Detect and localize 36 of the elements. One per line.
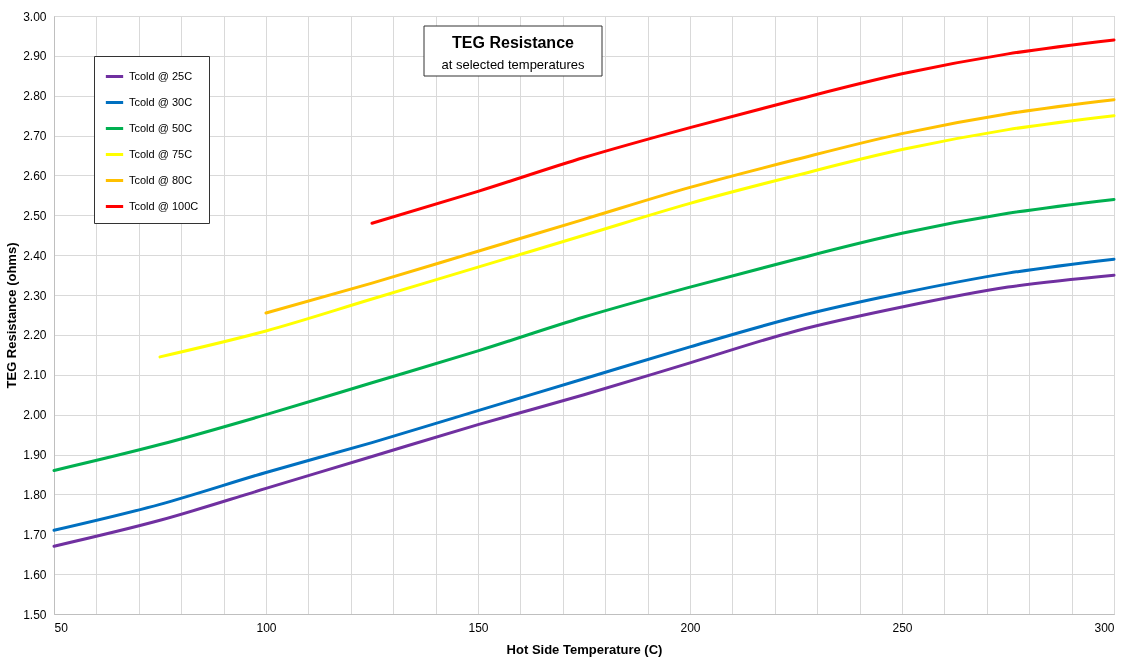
y-tick-label: 1.90 — [23, 448, 47, 463]
y-tick-label: 2.00 — [23, 408, 47, 423]
x-tick-label: 150 — [468, 620, 489, 635]
y-tick-label: 2.10 — [23, 368, 47, 383]
legend-label: Tcold @ 50C — [129, 121, 193, 134]
y-tick-label: 3.00 — [23, 9, 47, 24]
x-tick-label: 200 — [680, 620, 701, 635]
y-tick-label: 2.40 — [23, 248, 47, 263]
y-tick-label: 2.60 — [23, 168, 47, 183]
x-tick-label: 100 — [256, 620, 277, 635]
y-tick-label: 2.90 — [23, 49, 47, 64]
y-tick-label: 2.50 — [23, 208, 47, 223]
y-tick-label: 1.80 — [23, 487, 47, 502]
legend-label: Tcold @ 100C — [129, 199, 199, 212]
x-tick-label: 300 — [1094, 620, 1115, 635]
x-axis-title: Hot Side Temperature (C) — [506, 641, 663, 657]
y-tick-label: 2.70 — [23, 129, 47, 144]
x-tick-label: 250 — [892, 620, 913, 635]
y-tick-label: 1.50 — [23, 607, 47, 622]
text: at selected temperatures — [441, 57, 586, 72]
legend-label: Tcold @ 30C — [129, 95, 193, 108]
y-axis-title: TEG Resistance (ohms) — [4, 242, 20, 389]
line-series — [158, 114, 1116, 359]
y-tick-label: 1.70 — [23, 527, 47, 542]
text: TEG Resistance — [452, 34, 575, 51]
legend-label: Tcold @ 25C — [129, 69, 193, 82]
x-tick-label: 50 — [54, 620, 69, 635]
y-tick-label: 2.30 — [23, 288, 47, 303]
legend-label: Tcold @ 80C — [129, 173, 193, 186]
y-tick-label: 1.60 — [23, 567, 47, 582]
y-tick-label: 2.20 — [23, 328, 47, 343]
line-series — [52, 197, 1116, 472]
line-series — [370, 38, 1116, 225]
line-series — [264, 98, 1116, 315]
y-tick-label: 2.80 — [23, 89, 47, 104]
legend-label: Tcold @ 75C — [129, 147, 193, 160]
